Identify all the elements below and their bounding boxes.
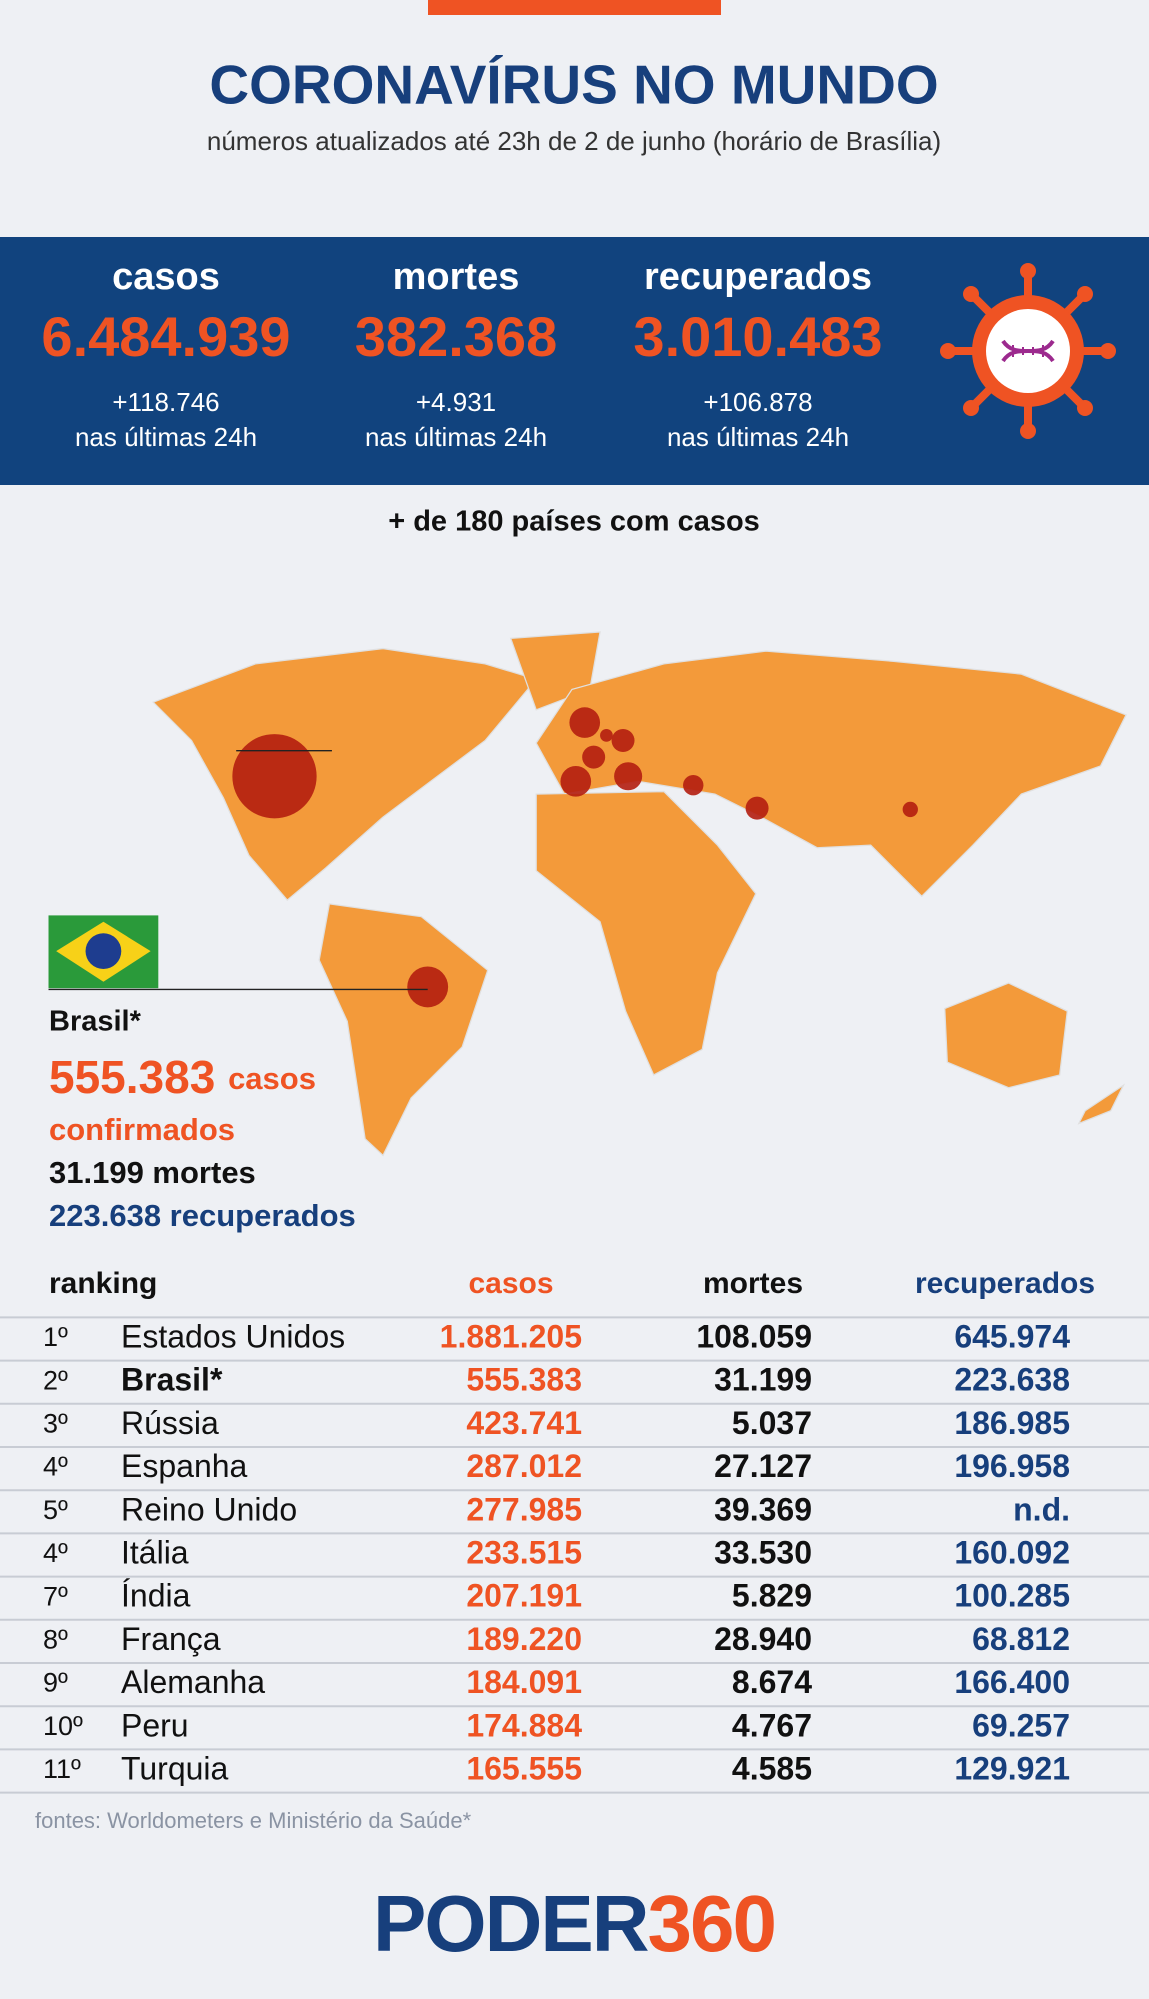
logo-part1: PODER	[373, 1879, 649, 1968]
recovered: n.d.	[1013, 1491, 1070, 1527]
deaths: 5.037	[732, 1405, 812, 1441]
brazil-cases-unit: casos	[228, 1061, 316, 1096]
recovered: 196.958	[954, 1448, 1070, 1484]
logo-part2: 360	[648, 1879, 775, 1968]
stat-delta: +118.746	[112, 387, 219, 417]
stat-note: nas últimas 24h	[667, 422, 849, 452]
cases: 277.985	[466, 1491, 582, 1527]
brazil-deaths: 31.199 mortes	[49, 1155, 256, 1190]
deaths: 27.127	[714, 1448, 812, 1484]
stat-value: 382.368	[355, 305, 557, 368]
recovered: 166.400	[954, 1664, 1070, 1700]
rank: 9º	[43, 1668, 68, 1698]
deaths: 4.585	[732, 1750, 812, 1786]
country: Rússia	[121, 1405, 219, 1441]
cases: 174.884	[466, 1707, 582, 1743]
recovered: 160.092	[954, 1534, 1070, 1570]
source: fontes: Worldometers e Ministério da Saú…	[35, 1808, 472, 1833]
countries-note: + de 180 países com casos	[388, 506, 760, 538]
rank: 7º	[43, 1581, 68, 1611]
stat-label: casos	[112, 256, 220, 298]
cases: 165.555	[466, 1750, 582, 1786]
cases: 1.881.205	[440, 1318, 582, 1354]
deaths: 28.940	[714, 1621, 812, 1657]
cases: 184.091	[466, 1664, 582, 1700]
country: França	[121, 1621, 221, 1657]
rank: 4º	[43, 1538, 68, 1568]
rank: 5º	[43, 1495, 68, 1525]
stat-delta: +106.878	[703, 387, 812, 417]
brazil-cases: 555.383 casos	[49, 1051, 316, 1103]
country: Reino Unido	[121, 1491, 297, 1527]
brazil-cases-unit2: confirmados	[49, 1112, 235, 1147]
subtitle: números atualizados até 23h de 2 de junh…	[207, 126, 941, 156]
country: Brasil*	[121, 1362, 223, 1398]
cases: 233.515	[466, 1534, 582, 1570]
stat-value: 3.010.483	[633, 305, 882, 368]
recovered: 69.257	[972, 1707, 1070, 1743]
column-header: recuperados	[915, 1267, 1095, 1300]
rank: 11º	[43, 1754, 81, 1784]
rank: 3º	[43, 1409, 68, 1439]
recovered: 68.812	[972, 1621, 1070, 1657]
world-map	[48, 631, 1127, 1157]
cases: 207.191	[466, 1578, 582, 1614]
deaths: 31.199	[714, 1362, 812, 1398]
stat-delta: +4.931	[416, 387, 496, 417]
country: Turquia	[121, 1750, 229, 1786]
deaths: 5.829	[732, 1578, 812, 1614]
deaths: 4.767	[732, 1707, 812, 1743]
stat-value: 6.484.939	[41, 305, 290, 368]
country: Alemanha	[121, 1664, 265, 1700]
country: Itália	[121, 1534, 189, 1570]
recovered: 186.985	[954, 1405, 1070, 1441]
stat-note: nas últimas 24h	[365, 422, 547, 452]
country: Espanha	[121, 1448, 248, 1484]
country: Peru	[121, 1707, 189, 1743]
rank: 4º	[43, 1452, 68, 1482]
country: Índia	[121, 1578, 191, 1614]
recovered: 223.638	[954, 1362, 1070, 1398]
logo: PODER360	[373, 1879, 775, 1968]
column-header: mortes	[703, 1267, 803, 1300]
cases: 555.383	[466, 1362, 582, 1398]
rank: 8º	[43, 1625, 68, 1655]
deaths: 108.059	[696, 1318, 812, 1354]
stats: casos 6.484.939 +118.746 nas últimas 24h mor…	[41, 256, 882, 452]
stat-label: recuperados	[644, 256, 872, 298]
virus-icon	[940, 263, 1116, 439]
stats-band	[0, 237, 1149, 485]
rank: 1º	[43, 1322, 68, 1352]
cases: 189.220	[466, 1621, 582, 1657]
ranking-table: ranking casos mortes recuperados 1º Estados U…	[0, 1267, 1149, 1794]
column-header: ranking	[49, 1267, 157, 1300]
recovered: 645.974	[954, 1318, 1070, 1354]
top-bar	[428, 0, 721, 15]
recovered: 129.921	[954, 1750, 1070, 1786]
brazil-name: Brasil*	[49, 1006, 142, 1038]
rank: 2º	[43, 1365, 68, 1395]
deaths: 8.674	[732, 1664, 812, 1700]
brazil-cases-value: 555.383	[49, 1051, 215, 1103]
deaths: 39.369	[714, 1491, 812, 1527]
deaths: 33.530	[714, 1534, 812, 1570]
cases: 423.741	[466, 1405, 582, 1441]
country: Estados Unidos	[121, 1318, 345, 1354]
stat-label: mortes	[393, 256, 520, 298]
brazil-recovered: 223.638 recuperados	[49, 1198, 356, 1233]
cases: 287.012	[466, 1448, 582, 1484]
recovered: 100.285	[954, 1578, 1070, 1614]
title: CORONAVÍRUS NO MUNDO	[209, 54, 938, 116]
stat-note: nas últimas 24h	[75, 422, 257, 452]
rank: 10º	[43, 1711, 83, 1741]
column-header: casos	[468, 1267, 553, 1300]
